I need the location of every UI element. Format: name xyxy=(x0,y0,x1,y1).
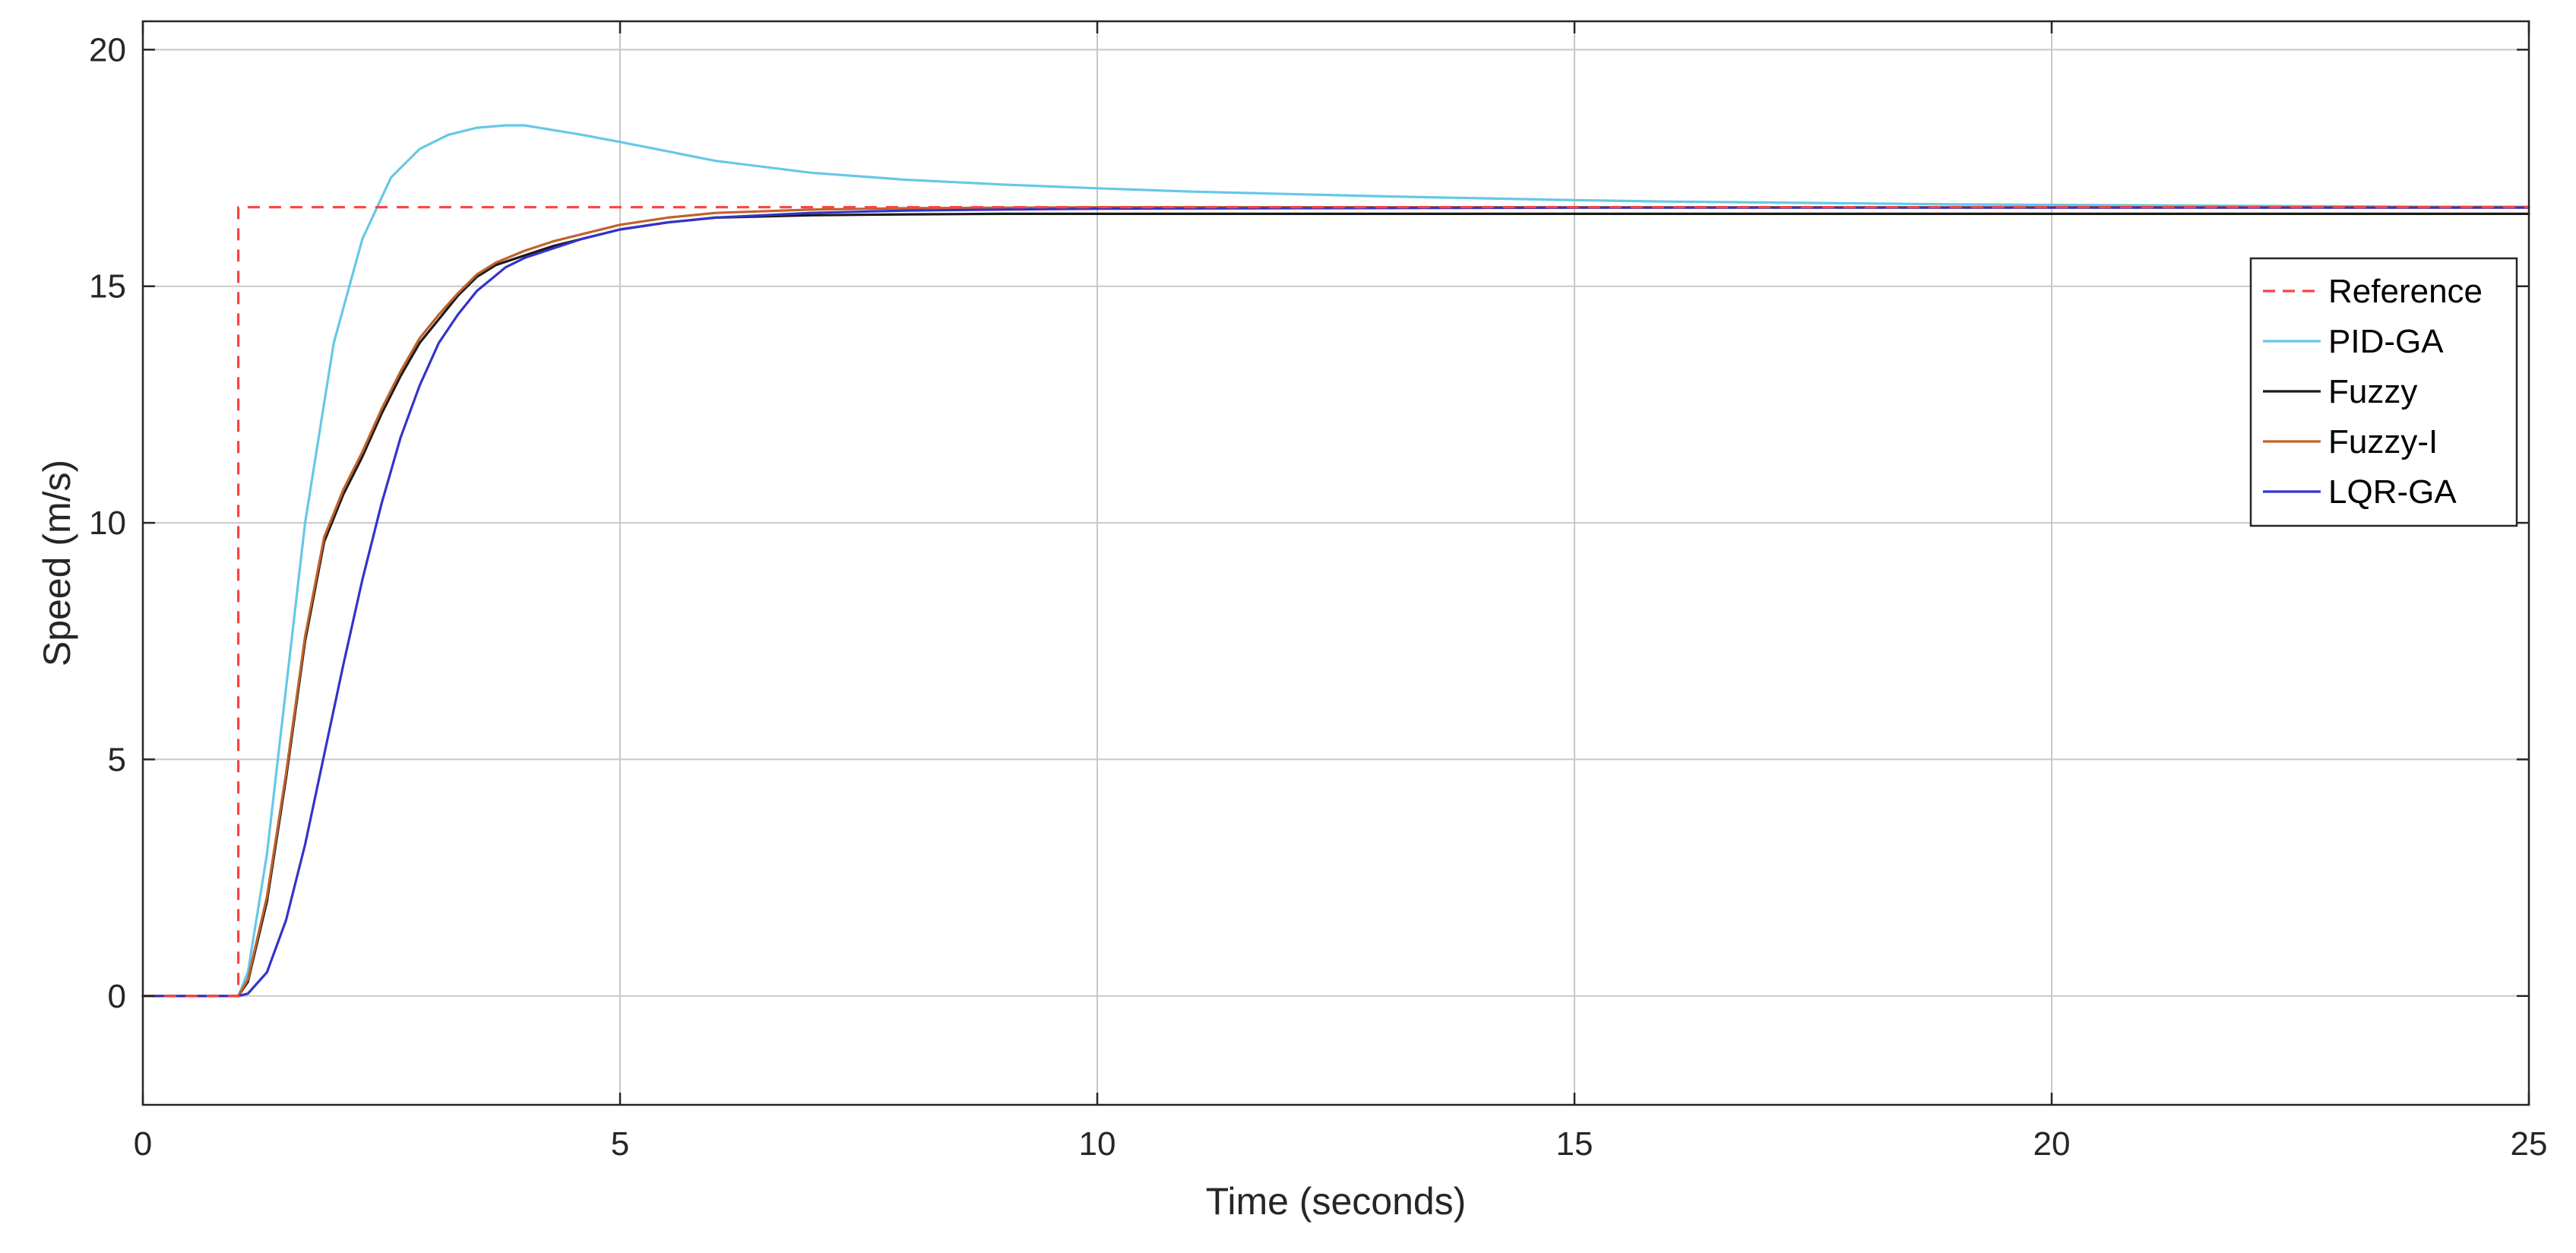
grid xyxy=(142,21,2530,1105)
y-tick-label: 15 xyxy=(89,268,126,305)
y-tick-label: 5 xyxy=(108,741,126,778)
series-line-pid-ga xyxy=(141,124,2530,998)
y-tick-label: 10 xyxy=(89,505,126,542)
x-tick-label: 20 xyxy=(2033,1125,2071,1163)
plot-series xyxy=(141,124,2530,998)
legend: Reference PID-GA Fuzzy Fuzzy-I LQR-GA xyxy=(2249,257,2518,527)
series-line-reference xyxy=(143,206,2529,998)
legend-label: Fuzzy xyxy=(2328,373,2417,410)
y-axis-label: Speed (m/s) xyxy=(36,460,78,666)
y-tick-label: 20 xyxy=(89,31,126,68)
series-line-fuzzy-i xyxy=(141,206,2530,998)
axis-ticks: 0 5 10 15 20 25 0 5 10 15 20 xyxy=(89,21,2547,1163)
axes-box xyxy=(141,20,2530,1106)
legend-label: PID-GA xyxy=(2328,323,2444,360)
series-line-fuzzy xyxy=(141,212,2530,998)
legend-label: LQR-GA xyxy=(2328,473,2457,511)
x-tick-label: 25 xyxy=(2511,1125,2548,1163)
x-tick-label: 0 xyxy=(134,1125,152,1163)
legend-label: Fuzzy-I xyxy=(2328,423,2438,460)
series-line-lqr-ga xyxy=(141,206,2530,998)
legend-label: Reference xyxy=(2328,273,2483,310)
x-tick-label: 5 xyxy=(611,1125,629,1163)
y-tick-label: 0 xyxy=(108,978,126,1015)
x-axis-label: Time (seconds) xyxy=(1206,1180,1467,1223)
x-tick-label: 10 xyxy=(1079,1125,1116,1163)
x-tick-label: 15 xyxy=(1556,1125,1593,1163)
